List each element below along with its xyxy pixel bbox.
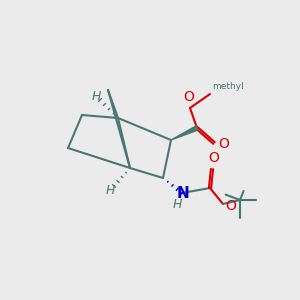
Text: O: O (225, 199, 236, 213)
Text: N: N (177, 185, 189, 200)
Text: H: H (172, 199, 182, 212)
Polygon shape (171, 126, 198, 140)
Text: H: H (91, 89, 101, 103)
Text: O: O (208, 151, 219, 165)
Text: H: H (105, 184, 115, 196)
Text: O: O (184, 90, 194, 104)
Text: methyl: methyl (212, 82, 244, 91)
Text: O: O (218, 137, 229, 151)
